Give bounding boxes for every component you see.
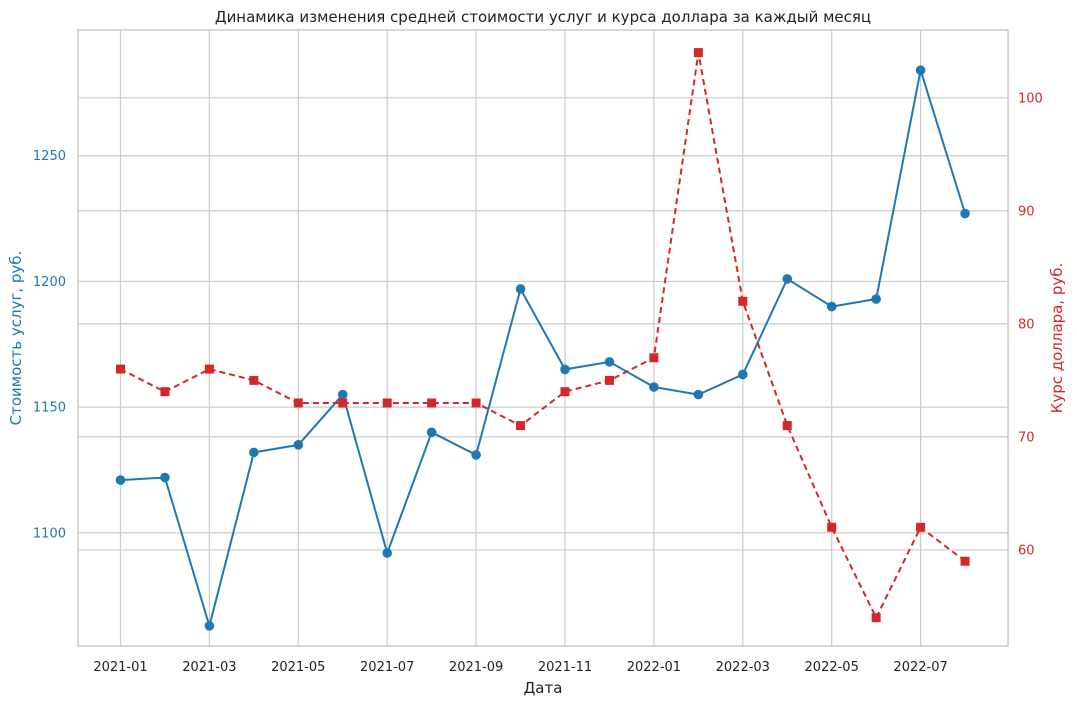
x-tick-label: 2022-01 xyxy=(627,660,681,675)
x-tick-label: 2022-03 xyxy=(716,660,770,675)
y-left-tick-label: 1150 xyxy=(33,401,66,416)
cost-point xyxy=(871,294,881,304)
usd-rate-point xyxy=(382,398,392,408)
cost-point xyxy=(826,301,837,312)
cost-point xyxy=(204,621,215,631)
plot-area xyxy=(77,29,1009,647)
cost-point xyxy=(915,65,926,76)
x-tick-label: 2022-05 xyxy=(805,660,859,675)
usd-rate-point xyxy=(516,421,526,431)
usd-rate-point xyxy=(871,613,881,623)
usd-rate-point xyxy=(160,387,170,397)
y-left-tick-label: 1200 xyxy=(33,275,66,290)
usd-rate-point xyxy=(782,421,792,431)
usd-rate-point xyxy=(960,556,970,566)
cost-point xyxy=(160,472,170,483)
cost-point xyxy=(426,427,437,438)
y-right-tick-label: 70 xyxy=(1018,430,1035,445)
x-tick-label: 2021-11 xyxy=(538,660,592,675)
x-tick-label: 2021-03 xyxy=(182,660,236,675)
x-tick-label: 2021-05 xyxy=(271,660,325,675)
cost-point xyxy=(960,208,970,219)
ticks: 2021-01 2021-03 2021-05 2021-07 2021-09 2021-… xyxy=(33,91,1043,675)
usd-rate-point xyxy=(338,398,348,408)
usd-rate-point xyxy=(293,398,303,408)
cost-point xyxy=(115,475,126,485)
chart-title: Динамика изменения средней стоимости усл… xyxy=(215,8,871,26)
x-axis-label: Дата xyxy=(524,679,563,697)
y-right-tick-label: 90 xyxy=(1018,204,1035,219)
cost-point xyxy=(649,382,659,392)
y-axis-right-label: Курс доллара, руб. xyxy=(1048,263,1066,414)
cost-point xyxy=(560,364,570,375)
usd-rate-point xyxy=(738,296,748,306)
usd-rate-point xyxy=(649,353,659,363)
cost-point xyxy=(471,450,481,460)
usd-rate-point xyxy=(249,375,259,385)
usd-rate-point xyxy=(560,387,570,397)
usd-rate-point xyxy=(204,364,214,374)
usd-rate-point xyxy=(471,398,481,408)
cost-point xyxy=(604,357,615,367)
x-tick-label: 2022-07 xyxy=(893,660,947,675)
usd-rate-point xyxy=(427,398,437,408)
y-left-tick-label: 1250 xyxy=(33,149,66,164)
usd-rate-point xyxy=(827,522,837,532)
usd-rate-point xyxy=(693,48,703,58)
series xyxy=(115,48,970,631)
cost-point xyxy=(515,284,526,294)
cost-point xyxy=(738,369,748,380)
y-left-tick-label: 1100 xyxy=(33,526,66,541)
y-right-tick-label: 100 xyxy=(1018,91,1043,106)
cost-point xyxy=(337,389,348,400)
x-tick-label: 2021-07 xyxy=(360,660,414,675)
y-axis-left-label: Стоимость услуг, руб. xyxy=(7,251,25,426)
cost-point xyxy=(293,440,304,450)
grid xyxy=(78,30,1008,646)
usd-rate-point xyxy=(916,522,926,532)
y-right-tick-label: 60 xyxy=(1018,543,1035,558)
x-tick-label: 2021-09 xyxy=(449,660,503,675)
cost-series-line xyxy=(120,69,967,630)
usd-rate-point xyxy=(604,375,614,385)
cost-point xyxy=(382,548,393,558)
cost-point xyxy=(693,389,704,400)
usd-rate-point xyxy=(116,364,125,374)
cost-point xyxy=(782,274,793,284)
usd-rate-series-line xyxy=(120,52,966,620)
x-tick-label: 2021-01 xyxy=(93,660,147,675)
y-right-tick-label: 80 xyxy=(1018,317,1035,332)
cost-point xyxy=(249,447,259,458)
